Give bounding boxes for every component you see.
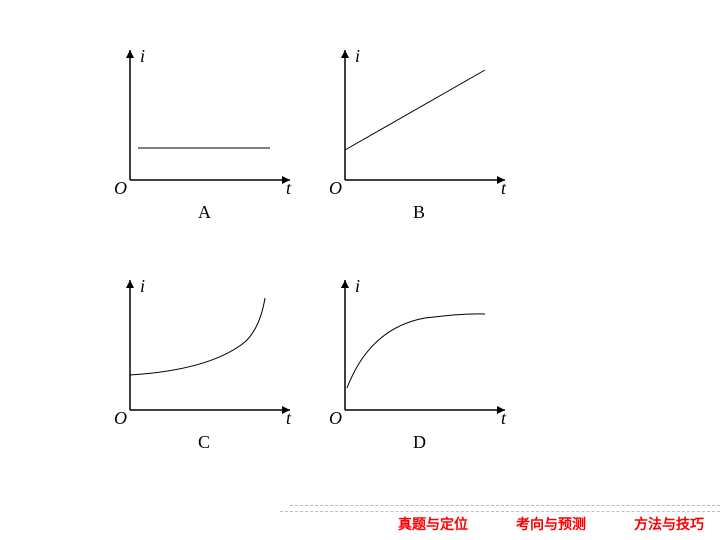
chart-c: i t O C xyxy=(100,270,310,470)
chart-c-svg xyxy=(100,270,310,430)
chart-c-origin: O xyxy=(114,408,127,429)
chart-a-origin: O xyxy=(114,178,127,199)
chart-c-label: C xyxy=(198,432,210,453)
chart-b-y-label: i xyxy=(355,46,360,67)
chart-b: i t O B xyxy=(315,40,525,240)
chart-d-y-label: i xyxy=(355,276,360,297)
bottom-nav: 真题与定位 考向与预测 方法与技巧 xyxy=(290,505,720,536)
chart-b-origin: O xyxy=(329,178,342,199)
nav-btn-1[interactable]: 真题与定位 xyxy=(392,512,474,536)
chart-d: i t O D xyxy=(315,270,525,470)
chart-a-svg xyxy=(100,40,310,200)
chart-c-x-label: t xyxy=(286,408,291,429)
chart-b-label: B xyxy=(413,202,425,223)
chart-d-origin: O xyxy=(329,408,342,429)
chart-a-x-label: t xyxy=(286,178,291,199)
chart-d-label: D xyxy=(413,432,426,453)
chart-a: i t O A xyxy=(100,40,310,240)
chart-a-y-label: i xyxy=(140,46,145,67)
chart-b-x-label: t xyxy=(501,178,506,199)
nav-btn-2[interactable]: 考向与预测 xyxy=(510,512,592,536)
chart-grid: i t O A i t O B i t O C xyxy=(100,40,560,500)
chart-d-svg xyxy=(315,270,525,430)
nav-btn-3[interactable]: 方法与技巧 xyxy=(628,512,710,536)
chart-c-y-label: i xyxy=(140,276,145,297)
chart-a-label: A xyxy=(198,202,211,223)
chart-d-x-label: t xyxy=(501,408,506,429)
chart-b-svg xyxy=(315,40,525,200)
